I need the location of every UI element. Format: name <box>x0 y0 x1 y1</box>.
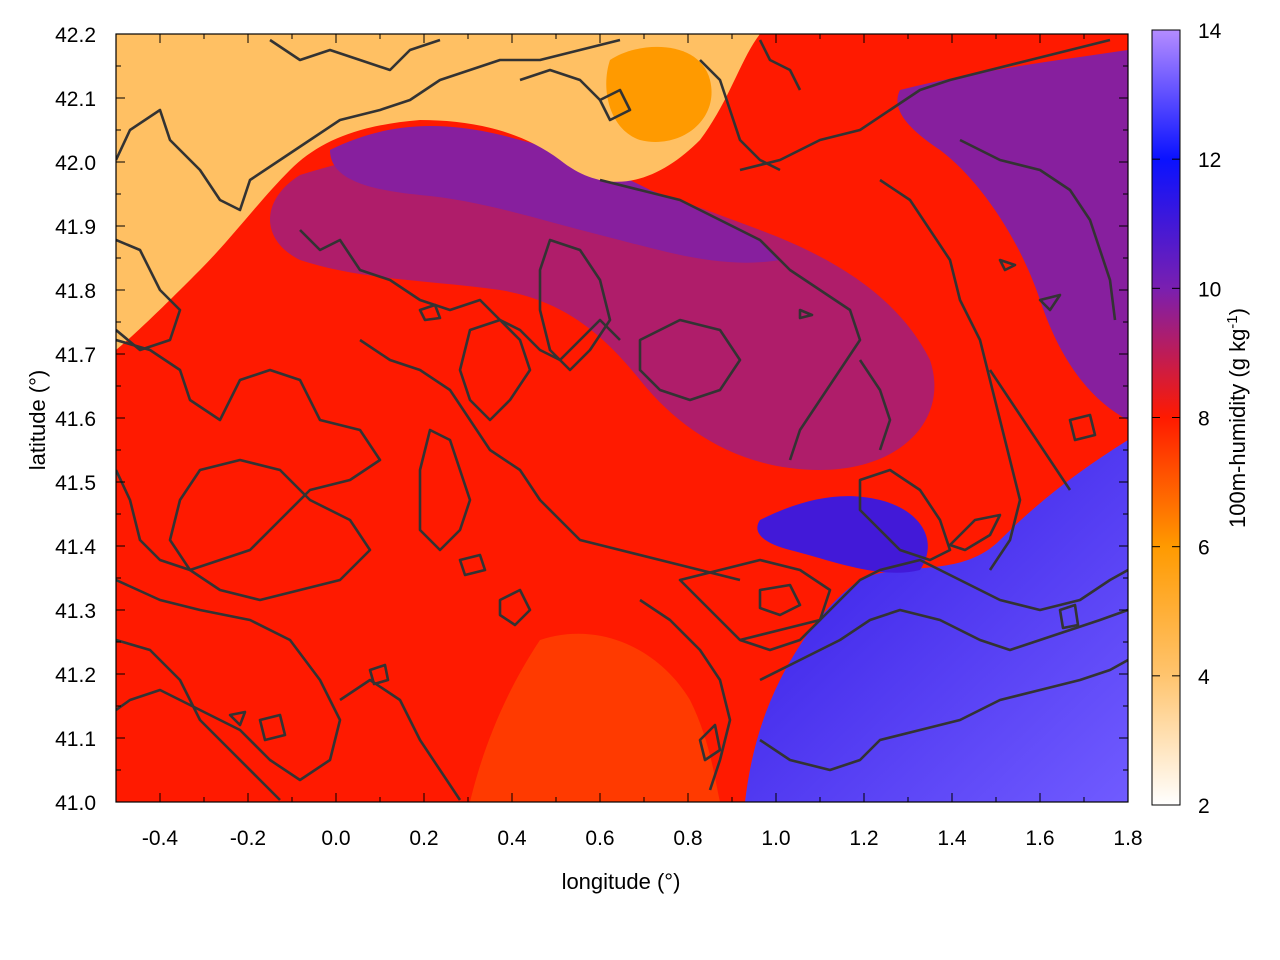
contour-line <box>998 258 1017 272</box>
colorbar-title: 100m-humidity (g kg-1) <box>1224 308 1250 528</box>
contour-line <box>678 558 832 652</box>
contour-line <box>418 428 472 552</box>
x-tick-label: 0.0 <box>321 827 350 850</box>
contour-line <box>988 369 1072 491</box>
y-tick-label: 42.0 <box>55 152 96 175</box>
region-sea-inlet <box>757 496 928 573</box>
contour-line <box>458 318 532 422</box>
contour-line <box>739 558 1128 642</box>
x-tick-label: 1.4 <box>937 827 967 850</box>
x-tick-label: 0.6 <box>585 827 614 850</box>
colorbar-tick-label: 4 <box>1198 666 1210 689</box>
contour-line <box>698 723 722 762</box>
colorbar-tick-label: 2 <box>1198 795 1210 818</box>
colorbar-title-main: 100m-humidity (g kg <box>1225 329 1250 528</box>
contour-line <box>116 38 621 212</box>
contour-line <box>258 713 287 742</box>
contour-line <box>299 229 621 362</box>
contour-line <box>116 238 182 352</box>
x-axis-title: longitude (°) <box>562 869 681 894</box>
contour-line <box>948 513 1002 552</box>
contour-line <box>598 88 632 122</box>
region-east-crest <box>897 50 1128 420</box>
humidity-field <box>116 34 1128 802</box>
contour-line <box>498 588 532 627</box>
contour-line <box>639 598 732 791</box>
y-tick-label: 42.2 <box>55 24 96 47</box>
contour-line <box>858 359 892 451</box>
y-tick-label: 41.5 <box>55 472 96 495</box>
region-dry-patch <box>606 46 712 142</box>
x-axis-tick-labels: -0.4 -0.2 0.0 0.2 0.4 0.6 0.8 1.0 1.2 1.4 1.6 1.8 <box>142 827 1143 850</box>
colorbar-tick-label: 8 <box>1198 408 1210 431</box>
y-tick-label: 41.9 <box>55 216 96 239</box>
colorbar-title-sup: -1 <box>1224 315 1241 328</box>
contour-line <box>739 38 1111 172</box>
x-tick-label: 0.8 <box>673 827 702 850</box>
contour-line <box>116 338 382 572</box>
contour-line <box>418 303 442 322</box>
y-tick-label: 41.8 <box>55 280 96 303</box>
y-tick-label: 41.4 <box>55 536 96 559</box>
x-tick-label: 0.2 <box>409 827 438 850</box>
contour-line <box>638 318 742 402</box>
contour-line <box>1058 603 1080 630</box>
contour-line <box>458 553 487 577</box>
x-tick-label: 1.6 <box>1025 827 1054 850</box>
y-axis-title: latitude (°) <box>25 370 50 471</box>
contour-lines <box>116 38 1128 801</box>
x-tick-label: -0.4 <box>142 827 179 850</box>
y-tick-label: 41.3 <box>55 600 96 623</box>
contour-line <box>699 59 781 172</box>
region-coastal-plain <box>470 633 720 802</box>
contour-line <box>339 678 462 801</box>
contour-line <box>599 178 862 461</box>
contour-line <box>759 608 1128 682</box>
region-north-west-dry-plateau <box>116 34 760 350</box>
contour-line <box>269 38 441 72</box>
contour-line <box>116 578 342 782</box>
y-tick-label: 41.1 <box>55 728 96 751</box>
contour-line <box>798 308 814 320</box>
region-north-crest <box>330 126 780 263</box>
x-tick-label: -0.2 <box>230 827 266 850</box>
contour-line <box>758 39 802 91</box>
colorbar-tick-labels: 2 4 6 8 10 12 14 <box>1198 20 1222 818</box>
y-tick-label: 41.2 <box>55 664 96 687</box>
contour-line <box>519 68 601 101</box>
region-central <box>270 147 935 470</box>
x-tick-label: 1.0 <box>761 827 790 850</box>
y-axis-tick-labels: 41.0 41.1 41.2 41.3 41.4 41.5 41.6 41.7 41.8 41.9… <box>55 24 96 815</box>
contour-line <box>538 238 612 372</box>
contour-line <box>116 638 281 801</box>
colorbar-tick-label: 14 <box>1198 20 1222 43</box>
contour-line <box>858 468 952 562</box>
contour-line <box>1038 293 1062 312</box>
y-tick-label: 41.7 <box>55 344 96 367</box>
y-tick-label: 41.0 <box>55 792 96 815</box>
y-tick-label: 42.1 <box>55 88 96 111</box>
region-sea <box>745 440 1128 802</box>
contour-line <box>959 138 1117 321</box>
contour-line <box>368 663 390 686</box>
colorbar-tick-label: 6 <box>1198 537 1210 560</box>
contour-line <box>759 658 1128 772</box>
contour-line <box>879 178 1022 571</box>
y-tick-label: 41.6 <box>55 408 96 431</box>
colorbar-tick-label: 10 <box>1198 278 1221 301</box>
colorbar-tick-label: 12 <box>1198 149 1221 172</box>
contour-line <box>168 458 372 602</box>
x-tick-label: 0.4 <box>497 827 527 850</box>
x-tick-label: 1.2 <box>849 827 878 850</box>
colorbar-ticks <box>1152 29 1180 806</box>
contour-line <box>359 338 741 582</box>
colorbar-title-end: ) <box>1225 308 1250 315</box>
axis-ticks <box>115 33 1129 803</box>
contour-line <box>758 583 802 617</box>
contour-line <box>1068 413 1097 442</box>
x-tick-label: 1.8 <box>1113 827 1142 850</box>
contour-line <box>228 710 247 727</box>
